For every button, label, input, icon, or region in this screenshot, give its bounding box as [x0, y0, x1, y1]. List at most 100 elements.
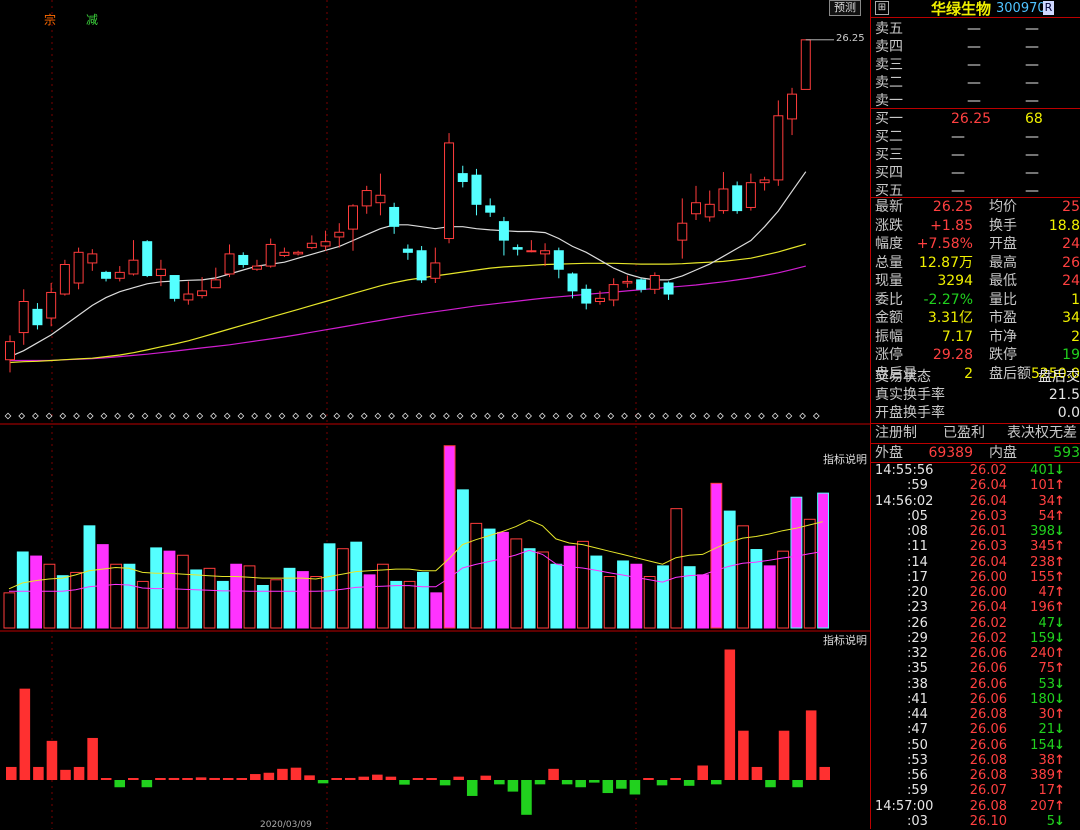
- tick-price: 26.10: [969, 813, 1007, 829]
- indicator-label-volume[interactable]: 指标说明: [823, 453, 867, 466]
- last-price-label: 26.25: [836, 33, 865, 44]
- candle-body: [306, 242, 317, 249]
- diamond-marker: [155, 412, 163, 420]
- arrow-up-icon: ↑: [1054, 646, 1065, 661]
- candle-body: [142, 241, 153, 277]
- buy-level-vol: 68: [1025, 111, 1043, 127]
- candle-body: [512, 247, 523, 250]
- menu-icon[interactable]: ⊞: [875, 1, 889, 15]
- tick-price: 26.06: [969, 661, 1007, 677]
- buy-level-price: 26.25: [951, 111, 992, 127]
- tick-price: 26.04: [969, 554, 1007, 570]
- candle-body: [759, 179, 770, 184]
- tick-time: :47: [907, 722, 928, 738]
- tick-row: :47 26.06 21 ↓: [871, 722, 1080, 737]
- volume-bar: [3, 592, 16, 629]
- candle-body: [677, 222, 688, 241]
- candle-body: [389, 206, 400, 227]
- kline-chart[interactable]: [0, 0, 870, 829]
- arrow-up-icon: ↑: [1054, 661, 1065, 677]
- sell-level-label: 卖一: [875, 93, 903, 109]
- diamond-marker: [18, 412, 26, 420]
- macd-bar: [87, 737, 98, 780]
- forecast-button[interactable]: 预测: [829, 0, 861, 16]
- stat-value: 12.87万: [918, 254, 973, 271]
- volume-bar: [243, 565, 256, 629]
- macd-bar: [399, 780, 410, 785]
- tick-row: :29 26.02 159 ↓: [871, 631, 1080, 646]
- diamond-marker: [648, 412, 656, 420]
- candle-body: [787, 93, 798, 120]
- macd-bar: [494, 780, 505, 785]
- diamond-marker: [744, 412, 752, 420]
- stat-label: 最低: [989, 273, 1017, 289]
- diamond-marker: [333, 412, 341, 420]
- extra-value: 21.5: [1048, 387, 1080, 403]
- candle-body: [155, 268, 166, 277]
- candle-body: [87, 253, 98, 264]
- tick-row: :38 26.06 53 ↓: [871, 677, 1080, 692]
- arrow-up-icon: ↑: [1054, 569, 1065, 585]
- macd-bar: [46, 740, 58, 780]
- tag-row: 注册制 已盈利 表决权无差: [871, 424, 1080, 442]
- stock-header: ⊞ 华绿生物 300970 R: [871, 0, 1080, 18]
- badge-zong[interactable]: 宗: [44, 13, 57, 27]
- buy-level-label: 买四: [875, 165, 903, 181]
- stat-label: 振幅: [875, 328, 903, 345]
- volume-bar: [163, 550, 176, 629]
- candle-body: [636, 279, 647, 290]
- tick-volume: 75: [1038, 661, 1055, 677]
- sell-level-price: —: [967, 75, 981, 91]
- volume-bar: [497, 531, 509, 629]
- volume-bar: [70, 571, 83, 629]
- indicator-label-macd[interactable]: 指标说明: [823, 634, 867, 647]
- stat-value: 18.8: [1048, 217, 1080, 234]
- macd-bar: [453, 776, 464, 780]
- arrow-up-icon: ↑: [1054, 585, 1065, 600]
- diamond-marker: [662, 412, 669, 420]
- tick-time: :11: [907, 539, 928, 555]
- arrow-up-icon: ↑: [1054, 768, 1065, 783]
- tick-time: :17: [907, 569, 928, 585]
- kline-chart-area[interactable]: 宗 减 预测 26.25 指标说明 指标说明 2020/03/09: [0, 0, 870, 830]
- macd-bar: [277, 768, 288, 780]
- extra-row: 开盘换手率 0.0: [871, 404, 1080, 422]
- macd-bar: [521, 780, 532, 815]
- badge-jian[interactable]: 减: [86, 13, 99, 27]
- tick-time: :35: [907, 661, 928, 677]
- tick-price: 26.07: [969, 783, 1007, 799]
- tick-row: 14:56:02 26.04 34 ↑: [871, 494, 1080, 509]
- sell-level: 卖五 — —: [871, 20, 1080, 38]
- arrow-up-icon: ↑: [1054, 478, 1065, 494]
- tick-volume: 38: [1038, 752, 1055, 768]
- candle-body: [183, 293, 194, 301]
- macd-bar: [480, 775, 492, 780]
- volume-ma-line-2: [9, 549, 823, 592]
- volume-bar: [136, 580, 149, 629]
- volume-bar: [323, 543, 336, 629]
- volume-bar: [470, 522, 483, 629]
- macd-bar: [697, 765, 708, 780]
- tick-volume: 196: [1030, 600, 1055, 616]
- diamond-marker: [443, 412, 450, 420]
- diamond-marker: [100, 412, 108, 420]
- diamond-marker: [86, 412, 94, 420]
- tick-row: :56 26.08 389 ↑: [871, 768, 1080, 783]
- stat-label: 委比: [875, 291, 903, 308]
- tick-volume: 21: [1038, 722, 1055, 738]
- diamond-marker: [812, 412, 820, 420]
- stat-value: 24: [1062, 236, 1080, 252]
- stat-label: 金额: [875, 310, 903, 326]
- buy-level-vol: —: [1025, 165, 1039, 181]
- candle-body: [485, 205, 496, 213]
- macd-bar: [724, 649, 736, 780]
- tick-time: :29: [907, 630, 928, 646]
- volume-bar: [683, 566, 696, 629]
- tick-price: 26.06: [969, 691, 1007, 707]
- macd-bar: [385, 776, 397, 780]
- extra-value: 0.0: [1057, 405, 1080, 421]
- diamond-marker: [758, 412, 765, 420]
- diamond-marker: [45, 412, 53, 420]
- tick-row: :03 26.10 5 ↓: [871, 814, 1080, 829]
- macd-bar: [656, 780, 668, 786]
